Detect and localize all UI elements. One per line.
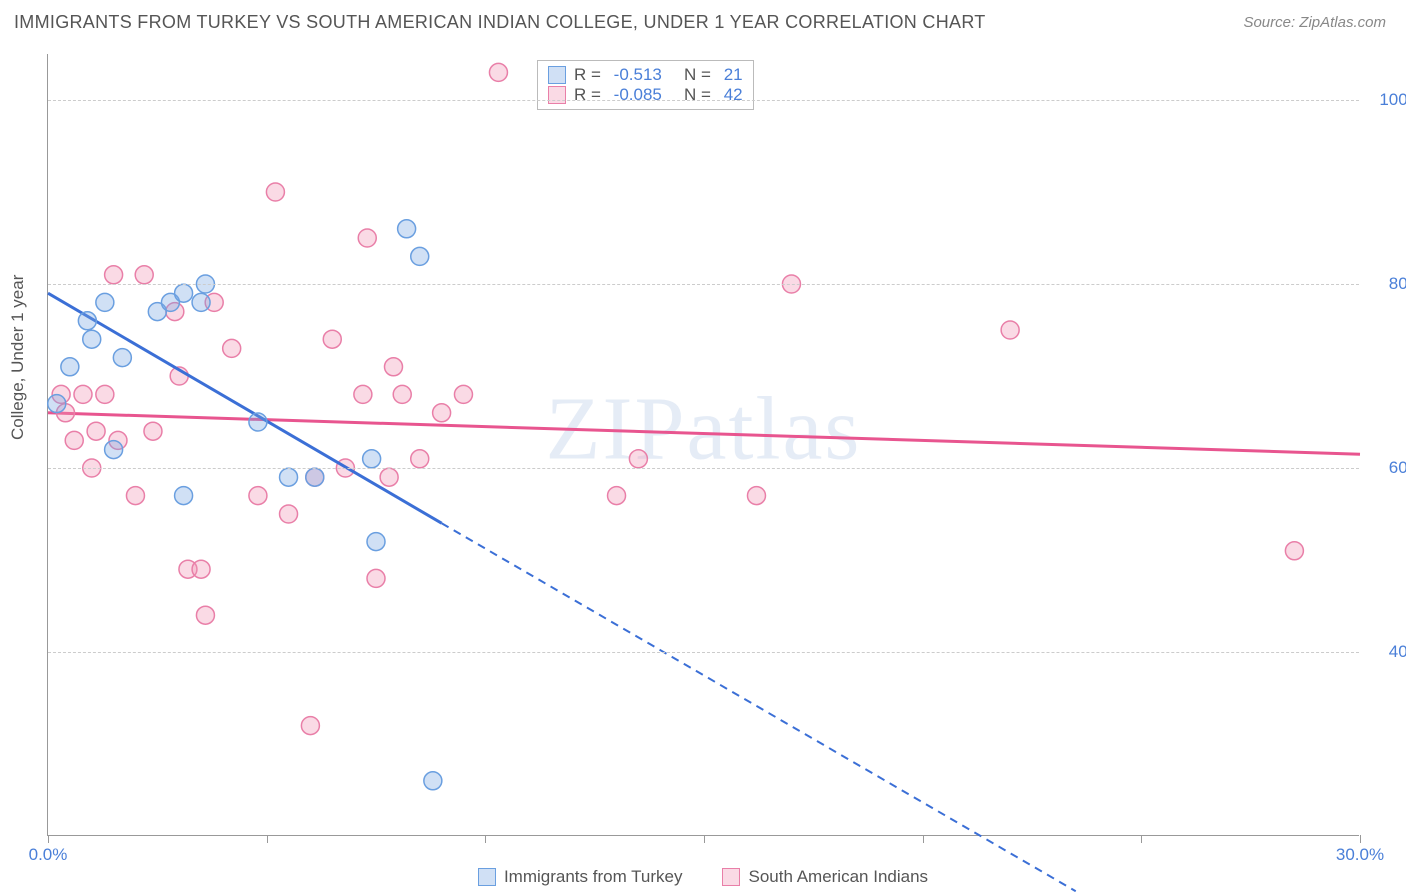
legend-item: South American Indians: [722, 867, 928, 887]
data-point: [363, 450, 381, 468]
data-point: [144, 422, 162, 440]
data-point: [358, 229, 376, 247]
data-point: [266, 183, 284, 201]
data-point: [323, 330, 341, 348]
y-tick-label: 40.0%: [1367, 642, 1406, 662]
data-point: [192, 560, 210, 578]
data-point: [113, 349, 131, 367]
data-point: [65, 431, 83, 449]
x-tick: [485, 835, 486, 843]
data-point: [411, 247, 429, 265]
data-point: [301, 717, 319, 735]
stats-row: R = -0.085 N = 42: [548, 85, 743, 105]
x-tick-label: 30.0%: [1336, 845, 1384, 865]
r-label: R =: [574, 65, 601, 85]
gridline: [48, 100, 1359, 101]
legend-swatch: [548, 66, 566, 84]
x-tick: [1141, 835, 1142, 843]
data-point: [126, 487, 144, 505]
trend-line-dashed: [442, 523, 1076, 891]
trend-line: [48, 413, 1360, 454]
gridline: [48, 284, 1359, 285]
data-point: [367, 533, 385, 551]
data-point: [96, 385, 114, 403]
data-point: [61, 358, 79, 376]
plot-area: ZIPatlas R = -0.513 N = 21R = -0.085 N =…: [47, 54, 1359, 836]
y-tick-label: 60.0%: [1367, 458, 1406, 478]
data-point: [78, 312, 96, 330]
data-point: [384, 358, 402, 376]
data-point: [489, 63, 507, 81]
data-point: [96, 293, 114, 311]
data-point: [175, 487, 193, 505]
data-point: [411, 450, 429, 468]
data-point: [74, 385, 92, 403]
legend-item: Immigrants from Turkey: [478, 867, 683, 887]
stats-row: R = -0.513 N = 21: [548, 65, 743, 85]
series-legend: Immigrants from Turkey South American Ind…: [47, 867, 1359, 887]
gridline: [48, 468, 1359, 469]
r-value: -0.085: [609, 85, 662, 105]
data-point: [424, 772, 442, 790]
data-point: [196, 606, 214, 624]
chart-header: IMMIGRANTS FROM TURKEY VS SOUTH AMERICAN…: [0, 0, 1406, 41]
data-point: [367, 569, 385, 587]
source-attribution: Source: ZipAtlas.com: [1243, 14, 1386, 31]
data-point: [249, 413, 267, 431]
data-point: [280, 505, 298, 523]
x-tick: [704, 835, 705, 843]
data-point: [249, 487, 267, 505]
n-label: N =: [670, 65, 711, 85]
data-point: [380, 468, 398, 486]
x-tick: [923, 835, 924, 843]
trend-line: [48, 293, 442, 523]
legend-swatch: [478, 868, 496, 886]
r-value: -0.513: [609, 65, 662, 85]
x-tick: [1360, 835, 1361, 843]
data-point: [608, 487, 626, 505]
data-point: [105, 266, 123, 284]
data-point: [433, 404, 451, 422]
x-tick-label: 0.0%: [29, 845, 68, 865]
legend-swatch: [548, 86, 566, 104]
legend-label: South American Indians: [748, 867, 928, 887]
data-point: [105, 441, 123, 459]
y-axis-label: College, Under 1 year: [8, 275, 28, 440]
data-point: [1001, 321, 1019, 339]
n-label: N =: [670, 85, 711, 105]
data-point: [280, 468, 298, 486]
data-point: [192, 293, 210, 311]
data-point: [629, 450, 647, 468]
data-point: [354, 385, 372, 403]
x-tick: [48, 835, 49, 843]
data-point: [135, 266, 153, 284]
n-value: 21: [719, 65, 743, 85]
scatter-svg: [48, 54, 1359, 835]
data-point: [223, 339, 241, 357]
chart-title: IMMIGRANTS FROM TURKEY VS SOUTH AMERICAN…: [14, 12, 986, 33]
data-point: [48, 395, 66, 413]
data-point: [1285, 542, 1303, 560]
stats-legend: R = -0.513 N = 21R = -0.085 N = 42: [537, 60, 754, 110]
data-point: [306, 468, 324, 486]
legend-swatch: [722, 868, 740, 886]
x-tick: [267, 835, 268, 843]
n-value: 42: [719, 85, 743, 105]
gridline: [48, 652, 1359, 653]
data-point: [747, 487, 765, 505]
data-point: [454, 385, 472, 403]
y-tick-label: 80.0%: [1367, 274, 1406, 294]
data-point: [87, 422, 105, 440]
data-point: [398, 220, 416, 238]
data-point: [393, 385, 411, 403]
legend-label: Immigrants from Turkey: [504, 867, 683, 887]
y-tick-label: 100.0%: [1367, 90, 1406, 110]
r-label: R =: [574, 85, 601, 105]
data-point: [83, 330, 101, 348]
data-point: [175, 284, 193, 302]
